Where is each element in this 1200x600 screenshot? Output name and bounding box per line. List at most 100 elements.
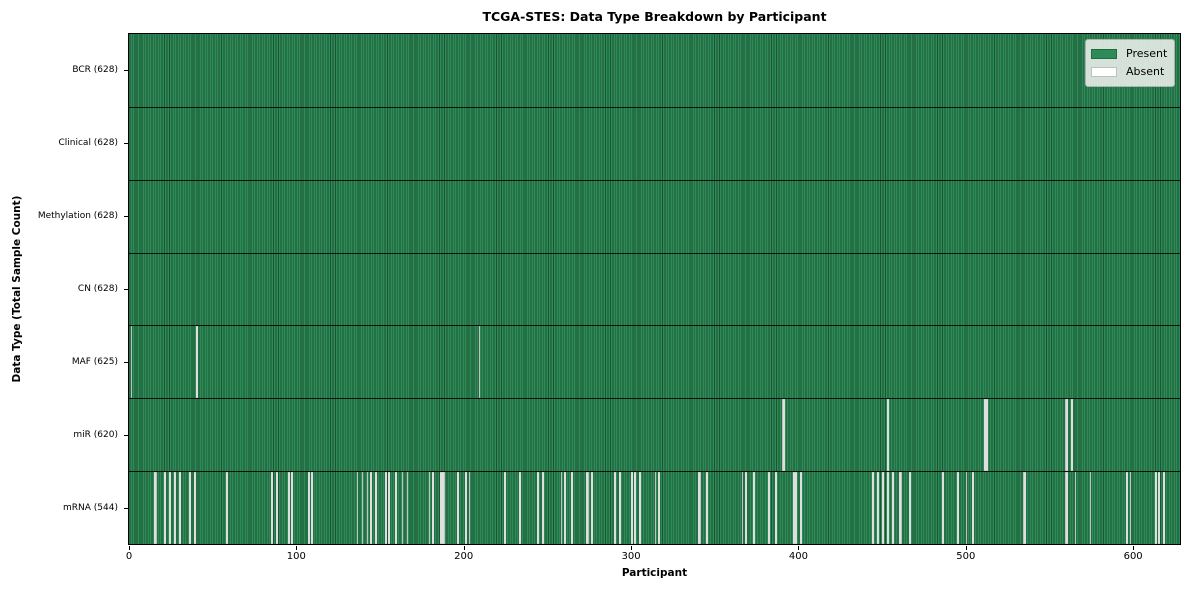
x-tick-mark bbox=[296, 546, 298, 550]
absent-stripe bbox=[291, 472, 294, 544]
absent-stripe bbox=[985, 399, 988, 472]
row-MAF bbox=[129, 325, 1180, 399]
y-tick-label-Methylation: Methylation (628) bbox=[37, 210, 118, 221]
absent-stripe bbox=[356, 472, 359, 544]
absent-stripe bbox=[518, 472, 521, 544]
absent-stripe bbox=[892, 472, 894, 544]
x-tick-label-0: 0 bbox=[125, 551, 133, 562]
x-tick-label-300: 300 bbox=[621, 551, 641, 562]
absent-stripe bbox=[406, 472, 409, 544]
absent-stripe bbox=[585, 472, 588, 544]
absent-stripe bbox=[179, 472, 181, 544]
legend-label: Present bbox=[1126, 47, 1168, 60]
legend-label: Absent bbox=[1126, 65, 1165, 78]
absent-stripe bbox=[872, 472, 874, 544]
absent-stripe bbox=[537, 472, 540, 544]
absent-stripe bbox=[793, 472, 796, 544]
absent-stripe bbox=[1071, 399, 1073, 472]
absent-stripe bbox=[783, 399, 786, 472]
absent-stripe bbox=[441, 472, 444, 544]
absent-stripe bbox=[590, 472, 593, 544]
row-Methylation bbox=[129, 179, 1180, 253]
absent-stripe bbox=[587, 472, 590, 544]
absent-stripe bbox=[169, 472, 171, 544]
absent-stripe bbox=[882, 472, 884, 544]
absent-stripe bbox=[706, 472, 709, 544]
absent-stripe bbox=[744, 472, 747, 544]
x-tick-mark bbox=[1133, 546, 1135, 550]
absent-stripe bbox=[311, 472, 314, 544]
absent-stripe bbox=[1126, 472, 1129, 544]
absent-stripe bbox=[753, 472, 755, 544]
absent-stripe bbox=[564, 472, 566, 544]
absent-stripe bbox=[431, 472, 434, 544]
x-tick-label-400: 400 bbox=[788, 551, 808, 562]
x-tick-label-500: 500 bbox=[956, 551, 976, 562]
absent-stripe bbox=[1089, 472, 1092, 544]
y-tick-label-mRNA: mRNA (544) bbox=[63, 503, 118, 514]
absent-stripe bbox=[657, 472, 660, 544]
x-tick-mark bbox=[965, 546, 967, 550]
absent-stripe bbox=[468, 472, 471, 544]
absent-stripe bbox=[1064, 399, 1067, 472]
absent-stripe bbox=[1158, 472, 1160, 544]
absent-stripe bbox=[276, 472, 278, 544]
absent-stripe bbox=[385, 472, 387, 544]
absent-stripe bbox=[781, 399, 784, 472]
absent-stripe bbox=[189, 472, 191, 544]
y-tick-label-BCR: BCR (628) bbox=[72, 64, 118, 75]
absent-stripe bbox=[1074, 472, 1077, 544]
absent-stripe bbox=[877, 472, 879, 544]
absent-stripe bbox=[361, 472, 364, 544]
absent-stripe bbox=[226, 472, 228, 544]
y-tick-mark bbox=[124, 69, 128, 71]
x-tick-mark bbox=[129, 546, 130, 550]
absent-stripe bbox=[1154, 472, 1157, 544]
absent-stripe bbox=[768, 472, 770, 544]
absent-stripe bbox=[1163, 472, 1165, 544]
absent-stripe bbox=[1066, 472, 1068, 544]
absent-stripe bbox=[898, 472, 901, 544]
absent-stripe bbox=[465, 472, 468, 544]
absent-stripe bbox=[401, 472, 404, 544]
x-tick-label-200: 200 bbox=[454, 551, 474, 562]
absent-stripe bbox=[443, 472, 446, 544]
absent-stripe bbox=[774, 472, 777, 544]
absent-stripe bbox=[900, 472, 903, 544]
y-tick-mark bbox=[124, 362, 128, 364]
absent-stripe bbox=[639, 472, 642, 544]
absent-stripe bbox=[395, 472, 397, 544]
absent-stripe bbox=[366, 472, 369, 544]
row-BCR bbox=[129, 34, 1180, 107]
legend-swatch-present bbox=[1091, 49, 1117, 59]
absent-stripe bbox=[560, 472, 563, 544]
absent-stripe bbox=[984, 399, 986, 472]
absent-stripe bbox=[741, 472, 744, 544]
row-CN bbox=[129, 252, 1180, 326]
absent-stripe bbox=[965, 472, 968, 544]
absent-stripe bbox=[795, 472, 797, 544]
absent-stripe bbox=[503, 472, 506, 544]
x-tick-mark bbox=[631, 546, 633, 550]
y-tick-label-Clinical: Clinical (628) bbox=[58, 137, 118, 148]
x-tick-label-600: 600 bbox=[1123, 551, 1143, 562]
y-tick-label-CN: CN (628) bbox=[77, 284, 118, 294]
absent-stripe bbox=[800, 472, 802, 544]
absent-stripe bbox=[164, 472, 166, 544]
x-axis-label: Participant bbox=[621, 567, 688, 579]
absent-stripe bbox=[369, 472, 372, 544]
absent-stripe bbox=[972, 472, 975, 544]
absent-stripe bbox=[631, 472, 633, 544]
absent-stripe bbox=[570, 472, 573, 544]
absent-stripe bbox=[614, 472, 617, 544]
absent-stripe bbox=[542, 472, 545, 544]
y-tick-label-MAF: MAF (625) bbox=[71, 357, 118, 368]
absent-stripe bbox=[1066, 399, 1068, 472]
absent-stripe bbox=[698, 472, 700, 544]
y-tick-mark bbox=[124, 215, 128, 217]
absent-stripe bbox=[1024, 472, 1027, 544]
absent-stripe bbox=[388, 472, 391, 544]
row-miR bbox=[129, 398, 1180, 472]
absent-stripe bbox=[478, 326, 481, 399]
